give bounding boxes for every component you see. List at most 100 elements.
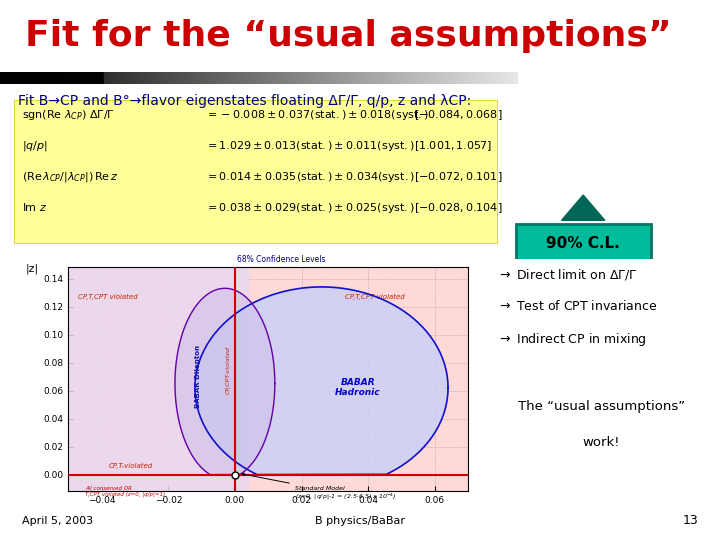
Bar (306, 72, 311, 84)
Bar (57, 72, 62, 84)
Bar (425, 72, 431, 84)
Text: CP,T-violated: CP,T-violated (109, 463, 153, 469)
Bar (166, 72, 171, 84)
Bar (368, 72, 373, 84)
Bar (482, 72, 487, 84)
Bar (472, 72, 477, 84)
Text: CP,T,CPT violated: CP,T,CPT violated (345, 294, 405, 300)
Bar (161, 72, 166, 84)
Bar (446, 72, 451, 84)
Bar (410, 72, 415, 84)
Text: $[1.001, 1.057]$: $[1.001, 1.057]$ (414, 139, 492, 153)
Bar (280, 72, 285, 84)
Text: $= -0.008 \pm 0.037({\rm stat.}) \pm 0.018({\rm syst.})$: $= -0.008 \pm 0.037({\rm stat.}) \pm 0.0… (205, 108, 429, 122)
Bar (290, 72, 295, 84)
FancyBboxPatch shape (14, 100, 497, 243)
Bar (301, 72, 306, 84)
Bar (186, 72, 192, 84)
Bar (332, 72, 337, 84)
Bar (498, 72, 503, 84)
Bar (316, 72, 321, 84)
Text: 68% Confidence Levels: 68% Confidence Levels (238, 255, 325, 264)
Text: Standard Model
(z=0, |q/p|-1 = (2.5-6.5) x 10$^{-4}$): Standard Model (z=0, |q/p|-1 = (2.5-6.5)… (242, 473, 397, 502)
Bar (130, 72, 135, 84)
Bar (176, 72, 181, 84)
Bar (212, 72, 217, 84)
Bar (254, 72, 259, 84)
Bar (150, 72, 156, 84)
Bar (181, 72, 186, 84)
Bar (26, 72, 31, 84)
Bar (249, 72, 254, 84)
Bar (47, 72, 52, 84)
Bar (140, 72, 145, 84)
Text: $[-0.028, 0.104]$: $[-0.028, 0.104]$ (414, 201, 503, 215)
Bar (477, 72, 482, 84)
Bar (156, 72, 161, 84)
Text: Fit for the “usual assumptions”: Fit for the “usual assumptions” (25, 19, 672, 53)
Y-axis label: |z|: |z| (26, 264, 39, 274)
Bar (202, 72, 207, 84)
Bar (394, 72, 399, 84)
Text: $\rightarrow$ Indirect CP in mixing: $\rightarrow$ Indirect CP in mixing (497, 331, 647, 348)
Text: B physics/BaBar: B physics/BaBar (315, 516, 405, 526)
Text: April 5, 2003: April 5, 2003 (22, 516, 93, 526)
Bar (104, 72, 109, 84)
Bar (145, 72, 150, 84)
Text: The “usual assumptions”: The “usual assumptions” (518, 400, 685, 413)
FancyBboxPatch shape (516, 224, 651, 260)
Text: All conserved OR
T,CPT violated (z=0, |q/p|=1): All conserved OR T,CPT violated (z=0, |q… (85, 486, 165, 497)
Text: sgn(Re $\lambda_{CP}$) $\Delta\Gamma/\Gamma$: sgn(Re $\lambda_{CP}$) $\Delta\Gamma/\Ga… (22, 108, 114, 122)
Bar (399, 72, 405, 84)
Bar (405, 72, 410, 84)
Text: $|q/p|$: $|q/p|$ (22, 139, 48, 153)
Bar (342, 72, 347, 84)
Bar (243, 72, 249, 84)
Bar (120, 72, 125, 84)
FancyBboxPatch shape (485, 369, 718, 474)
Bar (379, 72, 384, 84)
Bar (467, 72, 472, 84)
Text: CP,CPT-violated: CP,CPT-violated (226, 346, 230, 394)
Bar (5, 72, 10, 84)
Bar (68, 72, 73, 84)
Bar (492, 72, 498, 84)
Bar (358, 72, 363, 84)
Bar (68, 267, 248, 491)
Bar (171, 72, 176, 84)
Bar (389, 72, 394, 84)
Bar (347, 72, 353, 84)
Bar (114, 72, 120, 84)
Bar (420, 72, 425, 84)
Text: Fit B→CP and B°→flavor eigenstates floating ΔΓ/Γ, q/p, z and λCP:: Fit B→CP and B°→flavor eigenstates float… (18, 94, 472, 109)
Bar (508, 72, 513, 84)
Text: $[-0.084, 0.068]$: $[-0.084, 0.068]$ (414, 108, 503, 122)
Text: BABAR Dilepton: BABAR Dilepton (195, 345, 202, 408)
Bar (16, 72, 21, 84)
Bar (264, 72, 269, 84)
Bar (217, 72, 223, 84)
Text: work!: work! (582, 436, 620, 449)
Text: BABAR
Hadronic: BABAR Hadronic (336, 378, 381, 397)
Bar (269, 72, 275, 84)
Bar (238, 72, 243, 84)
Bar (42, 72, 47, 84)
Text: $= 0.038 \pm 0.029({\rm stat.}) \pm 0.025({\rm syst.})$: $= 0.038 \pm 0.029({\rm stat.}) \pm 0.02… (205, 201, 415, 215)
Bar (223, 72, 228, 84)
Bar (125, 72, 130, 84)
Text: CP,T,CPT violated: CP,T,CPT violated (78, 294, 138, 300)
Text: 13: 13 (683, 514, 698, 526)
Bar (441, 72, 446, 84)
Polygon shape (175, 288, 275, 475)
Bar (487, 72, 492, 84)
Text: Im $z$: Im $z$ (22, 201, 47, 213)
Bar (94, 72, 99, 84)
Bar (52, 72, 57, 84)
Bar (192, 72, 197, 84)
Bar (327, 72, 332, 84)
Bar (462, 72, 467, 84)
Bar (233, 72, 238, 84)
Bar (513, 72, 518, 84)
Polygon shape (562, 195, 605, 220)
Bar (78, 72, 83, 84)
